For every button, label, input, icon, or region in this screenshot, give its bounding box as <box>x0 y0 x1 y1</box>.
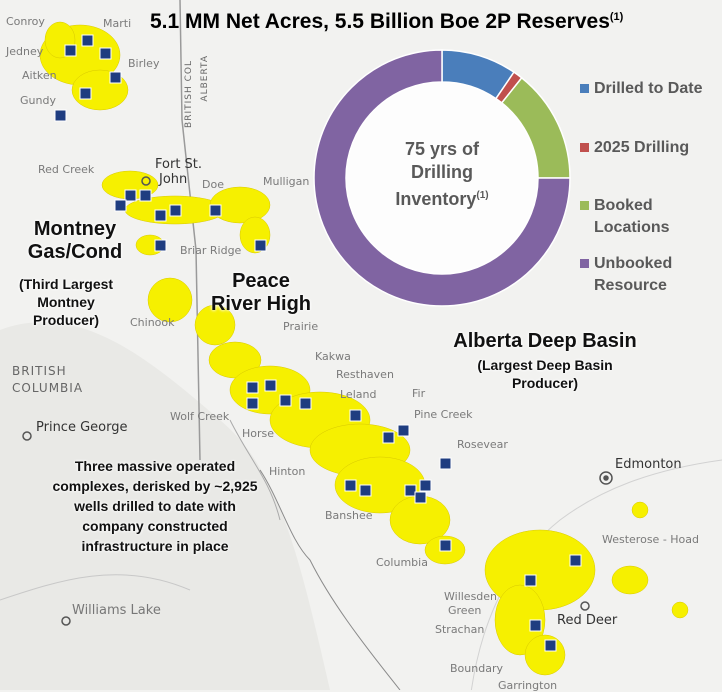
place-fir: Fir <box>412 387 426 400</box>
place-westerose: Westerose - Hoad <box>602 533 700 546</box>
place-hinton: Hinton <box>269 465 306 478</box>
place-boundary: Boundary <box>450 662 503 675</box>
place-chinook: Chinook <box>130 316 175 329</box>
legend-swatch <box>580 259 589 268</box>
facility-markers <box>54 34 582 652</box>
place-columbia: Columbia <box>376 556 428 569</box>
place-garrington: Garrington <box>498 679 558 692</box>
place-aitken: Aitken <box>22 69 57 82</box>
play-label-peace-river: Peace River High <box>210 270 312 315</box>
play-label-montney: Montney Gas/Cond <box>27 218 123 263</box>
place-rosevear: Rosevear <box>457 438 508 451</box>
border-label-bc: BRITISH COL <box>184 60 194 128</box>
legend-item-2025-drilling: 2025 Drilling <box>580 137 720 159</box>
place-briar-ridge: Briar Ridge <box>180 244 242 257</box>
donut-center-label: 75 yrs of Drilling Inventory(1) <box>395 139 489 209</box>
place-strachan: Strachan <box>435 623 485 636</box>
place-wolf-creek: Wolf Creek <box>170 410 230 423</box>
place-prince-george: Prince George <box>36 420 128 435</box>
place-edmonton: Edmonton <box>615 457 682 472</box>
city-markers <box>22 176 613 626</box>
place-jedney: Jedney <box>6 45 44 58</box>
place-mulligan: Mulligan <box>263 175 310 188</box>
place-gundy: Gundy <box>20 94 56 107</box>
place-kakwa: Kakwa <box>315 350 351 363</box>
place-leland: Leland <box>340 388 377 401</box>
operations-note: Three massive operated complexes, derisk… <box>52 458 258 554</box>
place-resthaven: Resthaven <box>336 368 394 381</box>
play-sublabel-deep-basin: (Largest Deep Basin Producer) <box>477 357 613 391</box>
place-banshee: Banshee <box>325 509 373 522</box>
legend-swatch <box>580 201 589 210</box>
legend-swatch <box>580 143 589 152</box>
provincial-border <box>179 0 201 461</box>
place-williams-lake: Williams Lake <box>72 603 161 618</box>
inventory-donut-chart <box>313 49 571 307</box>
place-pine-creek: Pine Creek <box>414 408 473 421</box>
acreage-clusters <box>39 21 689 676</box>
place-doe: Doe <box>202 178 224 191</box>
place-marti: Marti <box>103 17 132 30</box>
legend-item-unbooked: Unbooked Resource <box>580 253 720 297</box>
page-title: 5.1 MM Net Acres, 5.5 Billion Boe 2P Res… <box>150 10 624 33</box>
border-label-ab: ALBERTA <box>200 55 210 102</box>
place-willesden-green: Willesden Green <box>444 590 498 617</box>
legend-swatch <box>580 84 589 93</box>
play-label-deep-basin: Alberta Deep Basin <box>453 330 637 352</box>
place-red-creek: Red Creek <box>38 163 95 176</box>
legend-item-booked: Booked Locations <box>580 195 720 239</box>
place-birley: Birley <box>128 57 160 70</box>
region-british-columbia: BRITISH COLUMBIA <box>12 364 84 395</box>
legend-item-drilled: Drilled to Date <box>580 78 720 100</box>
place-fort-st-john: Fort St. John <box>155 157 203 187</box>
place-horse: Horse <box>242 427 275 440</box>
donut-slice-unbooked-resource <box>313 49 571 307</box>
place-red-deer: Red Deer <box>557 613 618 628</box>
place-prairie: Prairie <box>283 320 319 333</box>
place-conroy: Conroy <box>6 15 45 28</box>
play-sublabel-montney: (Third Largest Montney Producer) <box>18 276 114 328</box>
